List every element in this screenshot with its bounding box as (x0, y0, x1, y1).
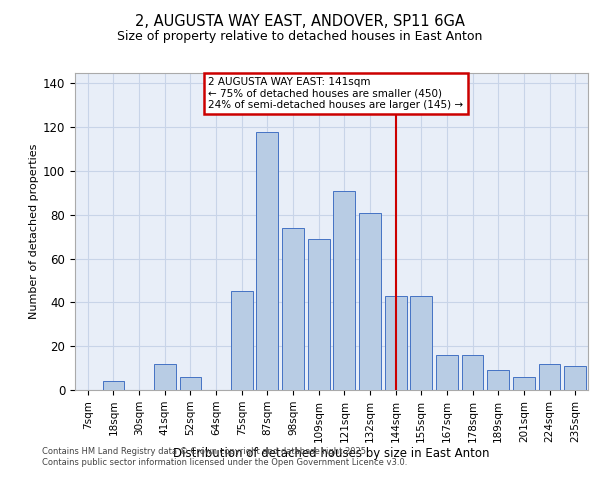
Text: Size of property relative to detached houses in East Anton: Size of property relative to detached ho… (118, 30, 482, 43)
Y-axis label: Number of detached properties: Number of detached properties (29, 144, 39, 319)
Bar (436, 355, 458, 390)
Bar (103, 381, 124, 390)
Text: Contains HM Land Registry data © Crown copyright and database right 2025.
Contai: Contains HM Land Registry data © Crown c… (42, 448, 407, 467)
Bar (179, 377, 202, 390)
Bar (513, 377, 535, 390)
Bar (539, 364, 560, 390)
Text: 2, AUGUSTA WAY EAST, ANDOVER, SP11 6GA: 2, AUGUSTA WAY EAST, ANDOVER, SP11 6GA (135, 14, 465, 29)
Bar (334, 190, 355, 390)
Text: 2 AUGUSTA WAY EAST: 141sqm
← 75% of detached houses are smaller (450)
24% of sem: 2 AUGUSTA WAY EAST: 141sqm ← 75% of deta… (208, 77, 464, 110)
Bar (410, 296, 432, 390)
Bar (461, 355, 484, 390)
Bar (231, 292, 253, 390)
Bar (359, 212, 381, 390)
Bar (564, 366, 586, 390)
Bar (487, 370, 509, 390)
X-axis label: Distribution of detached houses by size in East Anton: Distribution of detached houses by size … (173, 448, 490, 460)
Bar (256, 132, 278, 390)
Bar (282, 228, 304, 390)
Bar (308, 239, 329, 390)
Bar (154, 364, 176, 390)
Bar (385, 296, 407, 390)
